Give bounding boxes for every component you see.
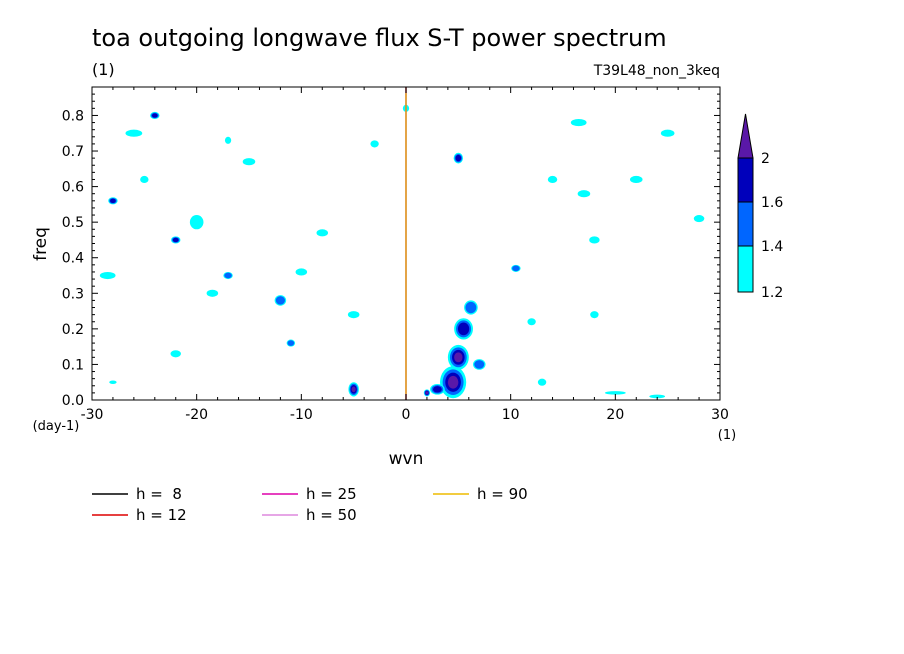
legend-label: h = 12 [136,506,187,524]
spectral-contour-blob [206,289,219,297]
colorbar-label: 1.6 [761,195,783,211]
y-tick-label: 0.5 [62,215,84,231]
spectral-contour-blob [224,136,232,144]
spectral-contour-blob [99,271,116,280]
spectral-contour-blob [125,129,143,137]
dispersion-curve [92,0,406,400]
spectral-contour-blob [649,394,666,399]
y-tick-label: 0.0 [62,393,84,409]
spectral-contour-blob [547,175,558,184]
spectral-contour-blob [351,386,356,393]
spectral-contour-blob [660,129,675,137]
spectral-contour-blob [151,113,158,118]
dispersion-curve [92,0,406,400]
spectral-contour-blob [629,175,643,184]
spectral-contour-blob [512,265,520,272]
colorbar-segment [737,201,754,247]
spectral-contour-blob [316,229,329,237]
dispersion-curve [92,0,406,400]
spectral-contour-blob [370,140,379,148]
spectral-contour-blob [454,352,463,363]
x-tick-label: 20 [606,407,624,423]
y-tick-label: 0.8 [62,108,84,124]
legend-label: h = 90 [477,485,528,503]
y-unit-label: (day-1) [33,419,80,434]
x-tick-label: -20 [185,407,208,423]
spectral-contour-blob [693,215,705,223]
spectral-contour-blob [577,190,591,198]
x-tick-label: 10 [502,407,520,423]
spectral-contour-blob [433,386,442,393]
chart-title: toa outgoing longwave flux S-T power spe… [92,24,667,52]
x-tick-label: -30 [81,407,104,423]
colorbar-segment [737,157,754,203]
spectral-contour-blob [140,175,149,184]
x-unit-label: (1) [718,428,736,443]
spectral-contour-blob [457,322,470,336]
run-label: T39L48_non_3keq [593,63,720,79]
x-tick-label: 30 [711,407,729,423]
x-tick-label: -10 [290,407,313,423]
spectral-contour-blob [224,272,232,279]
y-tick-label: 0.6 [62,180,84,196]
legend-label: h = 8 [136,485,182,503]
spectral-contour-blob [455,154,462,162]
chart-subtitle: (1) [92,60,115,79]
spectral-contour-blob [537,378,547,386]
y-tick-label: 0.2 [62,322,84,338]
spectral-contour-blob [570,119,587,127]
colorbar-label: 1.2 [761,285,783,301]
spectral-contour-blob [527,318,536,326]
spectral-contour-blob [425,391,429,395]
spectral-contour-blob [287,340,295,346]
spectral-contour-blob [170,350,181,358]
y-tick-label: 0.7 [62,144,84,160]
legend-label: h = 25 [306,485,357,503]
x-tick-label: 0 [402,407,411,423]
y-tick-label: 0.4 [62,251,84,267]
colorbar-label: 1.4 [761,239,783,255]
spectral-contour-blob [474,360,485,369]
spectral-contour-blob [189,215,204,230]
spectral-contour-blob [402,104,410,112]
spectral-contour-blob [604,391,626,395]
dispersion-curve [92,0,406,400]
colorbar-label: 2 [761,151,770,167]
colorbar-triangle [737,113,754,159]
spectral-contour-blob [295,268,308,276]
spectral-contour-blob [447,375,459,389]
dispersion-curve [92,0,406,400]
y-axis-label: freq [31,227,51,261]
spectral-contour-blob [465,301,477,314]
dispersion-curve [406,0,720,400]
spectral-contour-blob [172,237,179,243]
x-axis-label: wvn [389,449,424,469]
spectral-contour-blob [347,311,360,319]
colorbar-segment [737,245,754,293]
spectral-contour-blob [589,236,600,244]
spectral-contour-blob [275,296,286,305]
dispersion-curve [406,0,720,400]
y-tick-label: 0.1 [62,357,84,373]
spectral-contour-blob [109,380,117,384]
spectral-contour-blob [590,311,599,319]
y-tick-label: 0.3 [62,286,84,302]
spectral-contour-blob [242,158,256,166]
spectral-contour-blob [110,198,116,203]
legend-label: h = 50 [306,506,357,524]
